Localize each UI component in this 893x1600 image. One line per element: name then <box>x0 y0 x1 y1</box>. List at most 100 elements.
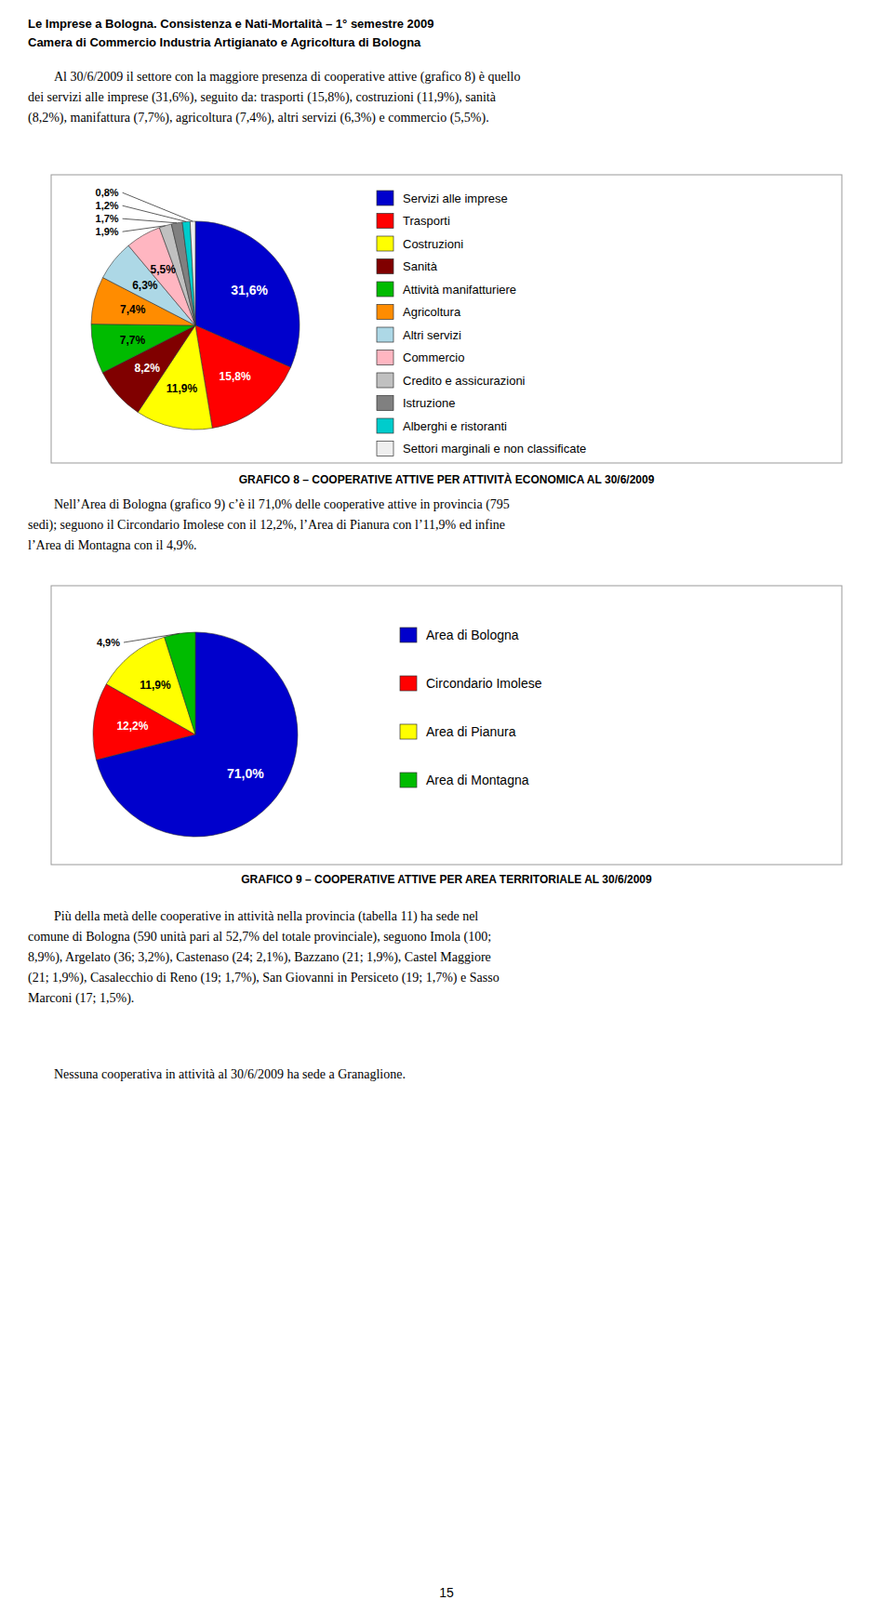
paragraph-line: l’Area di Montagna con il 4,9%. <box>27 538 198 553</box>
page: Le Imprese a Bologna. Consistenza e Nati… <box>0 0 893 1600</box>
chart-frame <box>51 174 842 464</box>
legend-label: Altri servizi <box>402 328 462 343</box>
legend-swatch <box>376 373 394 388</box>
pie-slice <box>182 221 196 326</box>
legend-item: Sanità <box>376 259 439 275</box>
data-label: 11,9% <box>166 382 199 396</box>
page-title: Le Imprese a Bologna. Consistenza e Nati… <box>27 16 435 31</box>
chart-title: GRAFICO 9 – COOPERATIVE ATTIVE PER AREA … <box>240 873 653 887</box>
paragraph-line: (8,2%), manifattura (7,7%), agricoltura … <box>27 110 490 126</box>
paragraph: Nell’Area di Bologna (grafico 9) c’è il … <box>27 497 510 553</box>
legend-swatch <box>399 773 417 788</box>
legend-label: Circondario Imolese <box>426 676 543 692</box>
data-label: 11,9% <box>139 679 172 693</box>
legend-item: Altri servizi <box>376 327 462 343</box>
paragraph-line: Marconi (17; 1,5%). <box>27 991 134 1007</box>
legend-item: Area di Bologna <box>399 627 520 643</box>
legend-label: Servizi alle imprese <box>402 191 508 206</box>
paragraph: Nessuna cooperativa in attività al 30/6/… <box>53 1067 406 1082</box>
paragraph-line: Nell’Area di Bologna (grafico 9) c’è il … <box>53 497 510 513</box>
legend-label: Attività manifatturiere <box>402 282 517 297</box>
paragraph-line: 8,9%), Argelato (36; 3,2%), Castenaso (2… <box>27 950 492 966</box>
legend-swatch <box>399 627 417 643</box>
leader-line <box>122 205 187 222</box>
legend-label: Area di Montagna <box>426 773 530 788</box>
legend-swatch <box>376 259 394 275</box>
legend-label: Sanità <box>402 259 439 274</box>
paragraph: Al 30/6/2009 il settore con la maggiore … <box>27 69 520 126</box>
chart: 71,0% 12,2% 11,9% 4,9% Area di Bologna Circon… <box>51 586 842 887</box>
legend-label: Credito e assicurazioni <box>402 373 526 388</box>
legend-swatch <box>376 350 394 366</box>
paragraph-line: Nessuna cooperativa in attività al 30/6/… <box>53 1067 406 1082</box>
paragraph-line: Al 30/6/2009 il settore con la maggiore … <box>53 69 520 85</box>
leader-line <box>122 192 194 222</box>
legend-swatch <box>376 190 394 206</box>
legend-item: Agricoltura <box>376 305 462 320</box>
data-label: 7,4% <box>119 303 147 317</box>
legend-swatch <box>376 236 394 252</box>
legend-item: Area di Montagna <box>399 773 530 788</box>
legend-item: Costruzioni <box>376 236 464 252</box>
legend-swatch <box>376 213 394 229</box>
legend-item: Trasporti <box>376 213 451 229</box>
legend-item: Commercio <box>376 350 465 366</box>
page-title: Camera di Commercio Industria Artigianat… <box>27 35 422 50</box>
data-label: 15,8% <box>219 370 252 384</box>
pie <box>93 632 298 838</box>
data-label: 31,6% <box>230 282 268 298</box>
data-label: 4,9% <box>96 637 120 649</box>
data-label: 7,7% <box>119 333 147 347</box>
legend-item: Area di Pianura <box>399 724 517 740</box>
data-label: 1,2% <box>95 199 120 212</box>
data-label: 1,9% <box>95 226 120 238</box>
leader-line <box>122 226 166 232</box>
legend-label: Commercio <box>402 350 465 365</box>
chart: 31,6%15,8%11,9%8,2%7,7%7,4%6,3%5,5%1,9%1… <box>51 174 842 487</box>
legend-item: Credito e assicurazioni <box>376 373 526 388</box>
paragraph: Più della metà delle cooperative in atti… <box>27 909 500 1007</box>
chart-title: GRAFICO 8 – COOPERATIVE ATTIVE PER ATTIV… <box>239 472 655 487</box>
paragraph-line: dei servizi alle imprese (31,6%), seguit… <box>27 90 497 106</box>
data-label: 6,3% <box>132 279 159 293</box>
data-label: 5,5% <box>150 263 177 277</box>
legend-swatch <box>399 724 417 740</box>
leader-line <box>122 218 177 224</box>
legend-label: Agricoltura <box>402 305 462 320</box>
legend-swatch <box>376 305 394 320</box>
legend: Servizi alle imprese Trasporti Costruzioni… <box>376 190 587 457</box>
data-label: 71,0% <box>226 766 265 782</box>
data-label: 0,8% <box>95 186 120 199</box>
paragraph-line: sedi); seguono il Circondario Imolese co… <box>27 518 506 534</box>
legend-swatch <box>376 441 394 457</box>
legend-label: Area di Bologna <box>426 627 520 643</box>
data-labels: 31,6%15,8%11,9%8,2%7,7%7,4%6,3%5,5%1,9%1… <box>95 186 269 396</box>
legend-item: Istruzione <box>376 396 455 412</box>
legend: Area di Bologna Circondario Imolese Area d… <box>399 627 543 788</box>
legend-label: Alberghi e ristoranti <box>402 419 507 434</box>
legend-swatch <box>399 676 417 692</box>
legend-item: Alberghi e ristoranti <box>376 418 507 434</box>
legend-swatch <box>376 418 394 434</box>
leader-line <box>123 633 180 643</box>
paragraph-line: (21; 1,9%), Casalecchio di Reno (19; 1,7… <box>27 971 500 987</box>
legend-item: Circondario Imolese <box>399 676 543 692</box>
page-number: 15 <box>439 1586 454 1600</box>
data-labels: 71,0% 12,2% 11,9% 4,9% <box>96 633 265 781</box>
legend-item: Servizi alle imprese <box>376 190 508 206</box>
legend-label: Trasporti <box>402 213 451 228</box>
legend-label: Costruzioni <box>402 237 464 252</box>
legend-item: Settori marginali e non classificate <box>376 441 587 457</box>
legend-label: Settori marginali e non classificate <box>402 441 587 456</box>
paragraph-line: Più della metà delle cooperative in atti… <box>53 909 479 925</box>
data-label: 1,7% <box>95 213 120 225</box>
data-label: 12,2% <box>116 719 148 734</box>
legend-label: Istruzione <box>402 396 455 411</box>
legend-swatch <box>376 327 394 343</box>
legend-swatch <box>376 281 394 297</box>
legend-item: Attività manifatturiere <box>376 281 517 297</box>
data-label: 8,2% <box>134 361 161 375</box>
legend-label: Area di Pianura <box>426 724 517 740</box>
chart-frame <box>51 586 842 866</box>
pie <box>91 221 300 430</box>
